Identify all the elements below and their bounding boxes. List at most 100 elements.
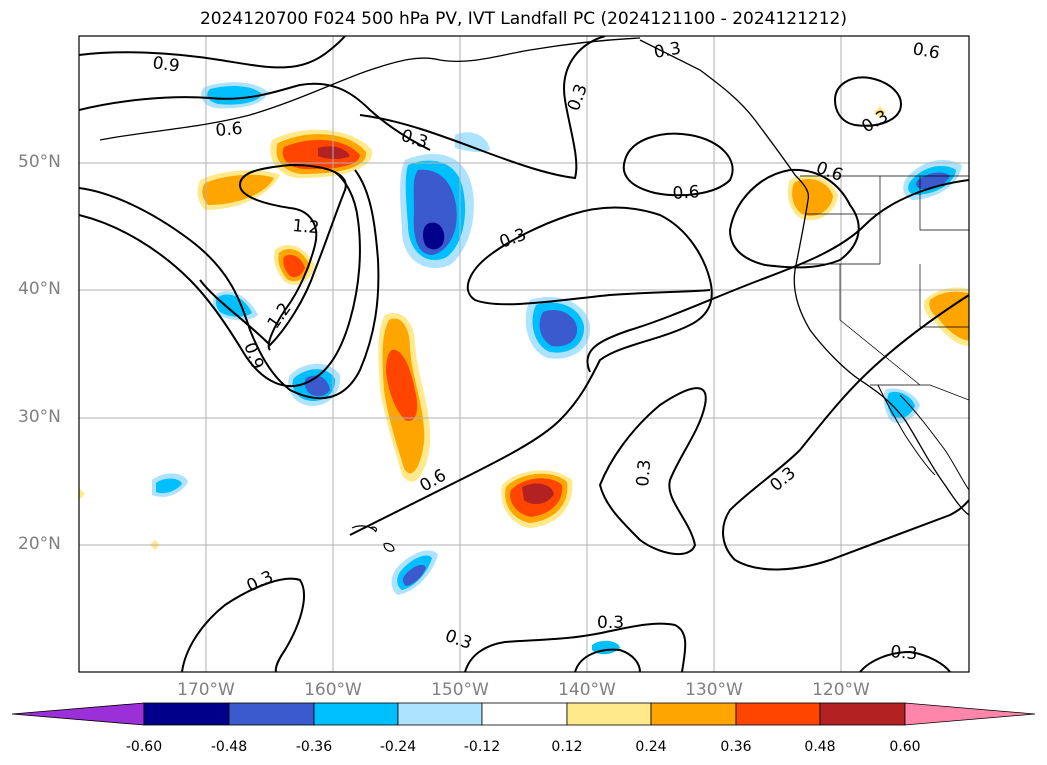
- contour-label: 0.3: [597, 613, 624, 633]
- border-montana: [919, 176, 969, 231]
- hawaii-2: [383, 542, 395, 552]
- coast-west-us: [793, 199, 969, 516]
- contour-0-3-se: [722, 294, 969, 571]
- shade-neg-7c: [402, 564, 426, 586]
- colorbar-tick-label: 0.24: [635, 739, 667, 755]
- colorbar-bin: [143, 702, 230, 726]
- colorbar-bin: [481, 702, 568, 726]
- shade-neg-8c: [915, 172, 950, 190]
- contour-0-3-east: [586, 179, 969, 373]
- colorbar-tick-label: -0.36: [295, 739, 333, 755]
- colorbar-tick-label: 0.60: [889, 739, 921, 755]
- coast-alaska: [99, 37, 641, 141]
- lon-label-170w: 170°W: [177, 680, 235, 700]
- contour-label: 0.9: [239, 340, 267, 372]
- lon-label-160w: 160°W: [304, 680, 362, 700]
- shade-pos-5b: [792, 179, 833, 216]
- coast-baja: [877, 384, 936, 476]
- shade-pos-4d: [522, 483, 554, 505]
- colorbar-tick-label: -0.12: [463, 739, 501, 755]
- contour-label: 0.3: [652, 39, 682, 63]
- colorbar-extend-low: [11, 702, 145, 726]
- colorbar-tick-label: 0.12: [551, 739, 583, 755]
- lon-label-140w: 140°W: [558, 680, 616, 700]
- coast-bc: [639, 39, 810, 201]
- boundary-layer: [800, 175, 969, 401]
- contour-outer-loop: [79, 169, 380, 400]
- contour-layer: [79, 36, 969, 672]
- contour-label: 0.6: [672, 182, 700, 204]
- contour-0-3-br: [859, 650, 951, 672]
- border-nevada: [839, 264, 921, 386]
- coast-gulf-ca: [899, 394, 969, 491]
- contour-0-6-north: [79, 82, 431, 151]
- grid-layer: [79, 36, 969, 672]
- shade-pos-8: [874, 106, 886, 118]
- contour-label: 1.2: [264, 299, 296, 333]
- contour-0-6-bottom: [574, 648, 641, 672]
- colorbar-bin: [397, 702, 483, 726]
- shade-neg-1d: [423, 222, 445, 250]
- lat-label-20n: 20°N: [18, 534, 61, 554]
- lat-label-50n: 50°N: [18, 152, 61, 172]
- lon-label-150w: 150°W: [431, 680, 489, 700]
- contour-0-3-bottom: [464, 622, 687, 672]
- shade-pos-9: [79, 489, 85, 499]
- colorbar-tick-label: -0.48: [210, 739, 248, 755]
- contour-0-3-south-loop: [598, 387, 707, 556]
- lon-label-120w: 120°W: [812, 680, 870, 700]
- shade-neg-6b: [156, 478, 182, 494]
- contour-0-9-north: [79, 36, 346, 69]
- contour-0-3-ne: [833, 76, 902, 127]
- contour-label: 0.3: [442, 626, 474, 654]
- lat-label-30n: 30°N: [18, 407, 61, 427]
- colorbar-bin: [566, 702, 652, 726]
- shade-pos-1d: [318, 146, 350, 159]
- colorbar-bin: [735, 702, 821, 726]
- border-mexico: [870, 384, 969, 401]
- contour-0-3-sw: [181, 577, 305, 672]
- colorbar-tick-label: -0.60: [125, 739, 163, 755]
- lon-label-130w: 130°W: [685, 680, 743, 700]
- contour-label: 0.9: [151, 53, 181, 77]
- colorbar-extend-high: [904, 702, 1036, 726]
- contour-label: 0.6: [215, 119, 244, 141]
- contour-label: 0.3: [766, 463, 800, 496]
- contour-1-2-loop: [199, 163, 347, 351]
- contour-0-6-coast: [728, 168, 860, 269]
- shade-pos-2c: [283, 254, 305, 278]
- colorbar-tick-label: -0.24: [379, 739, 417, 755]
- lat-label-40n: 40°N: [18, 279, 61, 299]
- shade-pos-6b: [929, 291, 969, 341]
- map-title: 2024120700 F024 500 hPa PV, IVT Landfall…: [199, 9, 847, 29]
- contour-label: 0.6: [911, 39, 941, 63]
- colorbar-bin: [650, 702, 737, 726]
- shade-neg-2c: [539, 309, 578, 347]
- colorbar-bin: [313, 702, 399, 726]
- contour-label: 0.3: [633, 459, 655, 488]
- shade-neg-1e: [455, 132, 490, 153]
- contour-0-6-oval: [622, 132, 734, 197]
- shading-layer: [79, 82, 969, 655]
- colorbar-tick-label: 0.36: [720, 739, 752, 755]
- colorbar-tick-label: 0.48: [804, 739, 836, 755]
- shade-neg-3b: [207, 86, 262, 105]
- contour-label: 0.3: [890, 642, 919, 664]
- contour-label: 1.2: [292, 216, 321, 238]
- contour-0-9-loop: [79, 171, 361, 388]
- contour-0-3-big: [359, 36, 606, 180]
- contour-0-3-main: [349, 206, 713, 536]
- contour-label: 0.3: [859, 106, 892, 137]
- shade-pos-1f: [202, 174, 274, 205]
- map-frame: [78, 35, 970, 673]
- shade-neg-9b: [887, 391, 915, 419]
- contour-label: 0.3: [564, 81, 592, 113]
- colorbar: [11, 702, 1036, 726]
- coastline-layer: [99, 37, 969, 552]
- contour-label: 0.3: [497, 225, 529, 253]
- colorbar-bin: [228, 702, 315, 726]
- shade-pos-3c: [386, 349, 418, 421]
- hawaii-3: [369, 526, 378, 532]
- colorbar-bin: [819, 702, 906, 726]
